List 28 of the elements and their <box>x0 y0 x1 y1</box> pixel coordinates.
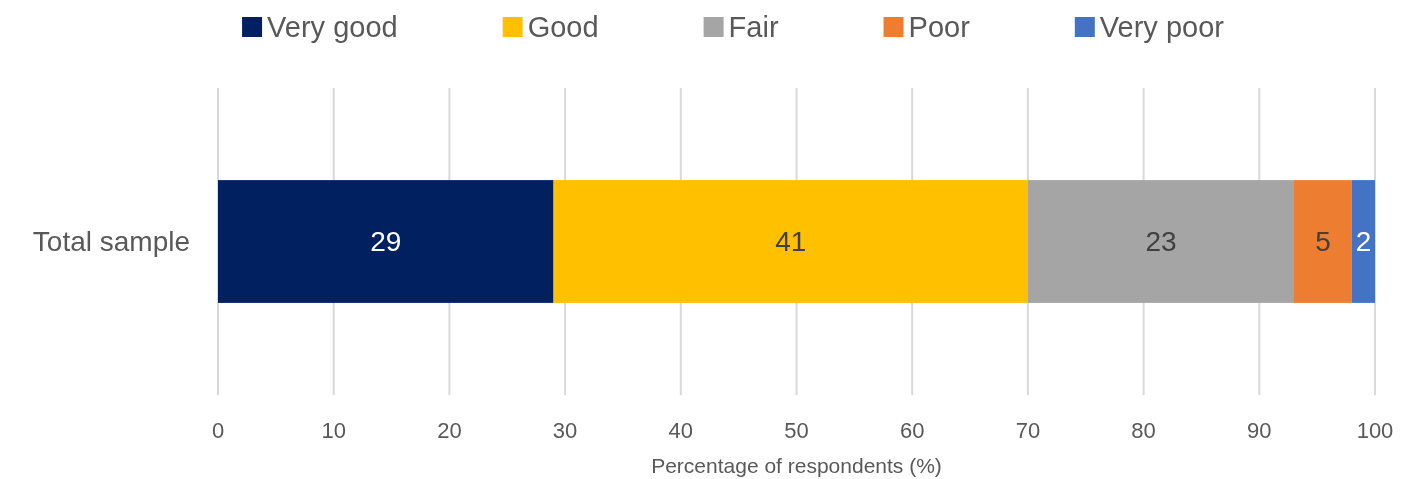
x-tick-label: 20 <box>437 417 462 443</box>
legend-label: Very good <box>267 11 398 43</box>
x-tick-label: 70 <box>1015 417 1041 443</box>
bar <box>1351 180 1375 303</box>
y-tick-label: Total sample <box>32 226 190 257</box>
x-tick-label: 30 <box>552 417 578 443</box>
data-label: 2 <box>1355 226 1372 257</box>
x-tick-label: 90 <box>1247 417 1272 443</box>
data-label: 41 <box>775 226 807 257</box>
data-label: 23 <box>1145 226 1177 257</box>
legend-label: Fair <box>728 11 779 43</box>
legend-label: Very poor <box>1099 11 1225 43</box>
x-tick-label: 80 <box>1131 417 1156 443</box>
x-tick-label: 60 <box>899 417 925 443</box>
bar <box>1294 180 1352 303</box>
legend-label: Good <box>527 11 599 43</box>
data-label: 5 <box>1315 226 1331 257</box>
data-label: 29 <box>370 226 402 257</box>
x-tick-label: 40 <box>668 417 694 443</box>
legend-label: Poor <box>908 11 971 43</box>
x-tick-label: 10 <box>321 417 346 443</box>
bar <box>218 180 554 303</box>
x-axis-title: Percentage of respondents (%) <box>651 453 942 477</box>
bar <box>1027 180 1295 303</box>
x-tick-label: 100 <box>1356 417 1394 443</box>
x-tick-label: 50 <box>784 417 809 443</box>
x-tick-label: 0 <box>211 417 225 443</box>
bar <box>553 180 1028 303</box>
